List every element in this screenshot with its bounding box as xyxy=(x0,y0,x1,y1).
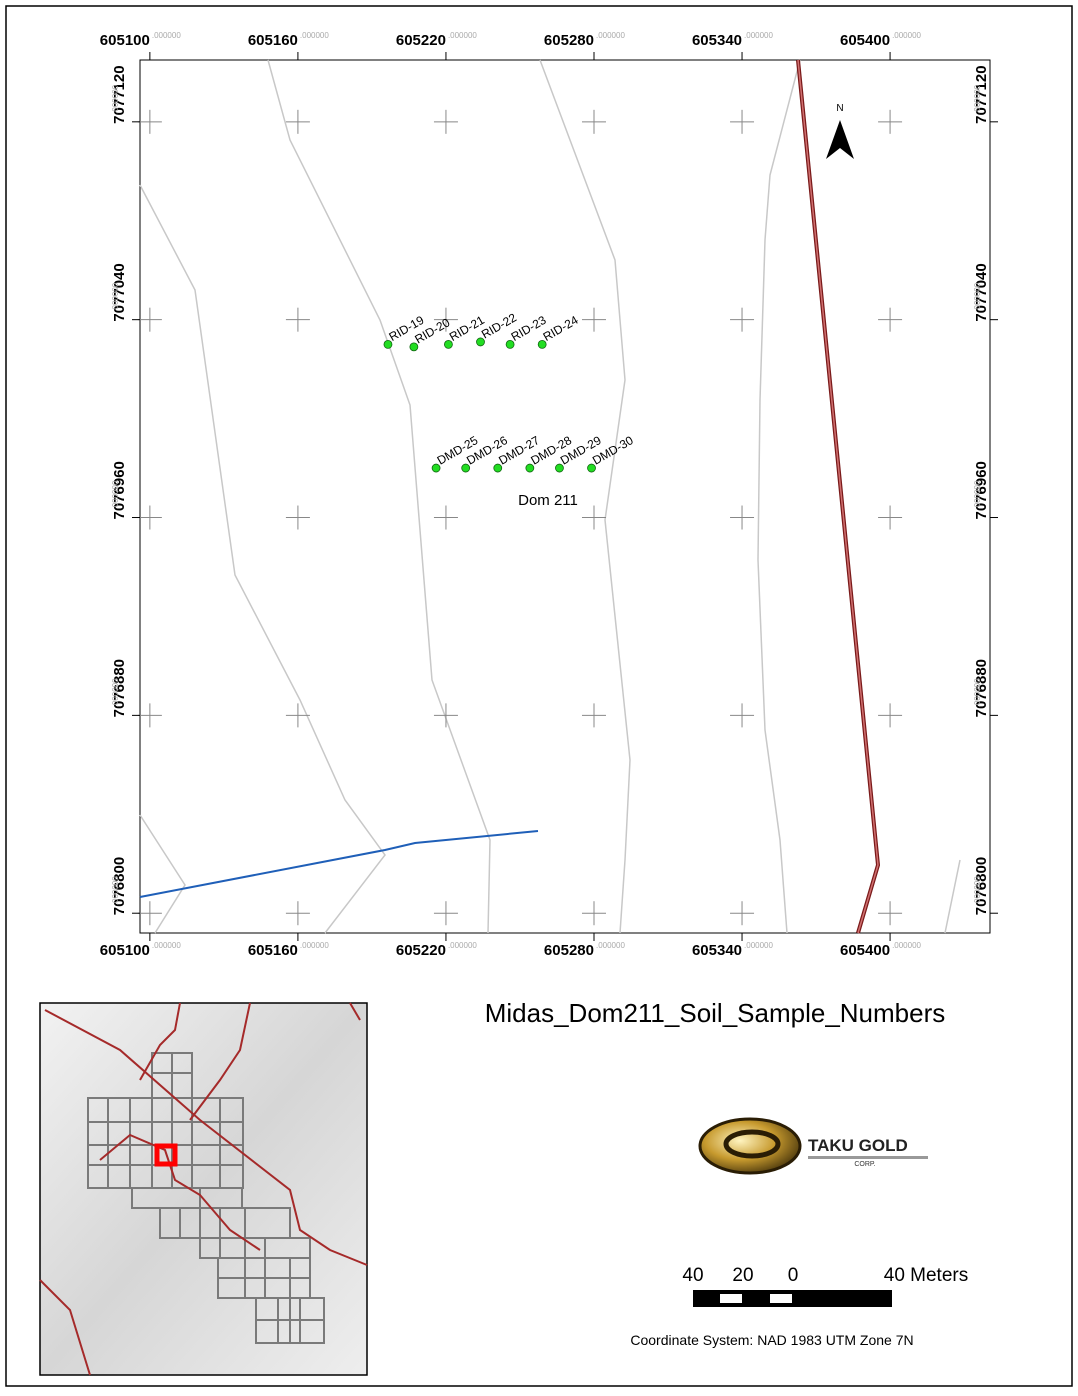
x-tick-suffix: .000000 xyxy=(300,941,329,950)
y-tick-suffix: .000000 xyxy=(973,678,982,707)
sample-point xyxy=(462,464,470,472)
logo-sub: CORP. xyxy=(854,1161,875,1168)
sample-point xyxy=(588,464,596,472)
y-tick-suffix: .000000 xyxy=(111,84,120,113)
map-layout: 605100.000000605100.000000605160.0000006… xyxy=(0,0,1078,1391)
x-tick-label: 605220 xyxy=(396,942,446,959)
scale-label: 40 xyxy=(682,1265,703,1286)
x-tick-label: 605160 xyxy=(248,32,298,49)
scale-label: 0 xyxy=(788,1265,799,1286)
x-tick-suffix: .000000 xyxy=(596,31,625,40)
y-tick-suffix: .000000 xyxy=(973,480,982,509)
area-label: Dom 211 xyxy=(518,492,578,509)
x-tick-suffix: .000000 xyxy=(892,941,921,950)
sample-point xyxy=(494,464,502,472)
inset-map xyxy=(40,1003,367,1375)
scale-bar-segment xyxy=(770,1294,792,1303)
x-tick-label: 605280 xyxy=(544,942,594,959)
y-tick-suffix: .000000 xyxy=(973,84,982,113)
x-tick-suffix: .000000 xyxy=(300,31,329,40)
scale-bar-segment xyxy=(720,1294,742,1303)
x-tick-suffix: .000000 xyxy=(152,941,181,950)
sample-point xyxy=(432,464,440,472)
x-tick-suffix: .000000 xyxy=(448,941,477,950)
coordinate-system: Coordinate System: NAD 1983 UTM Zone 7N xyxy=(630,1332,913,1348)
y-tick-suffix: .000000 xyxy=(111,282,120,311)
x-tick-label: 605340 xyxy=(692,32,742,49)
sample-point xyxy=(444,340,452,348)
logo: TAKU GOLD CORP. xyxy=(700,1119,928,1173)
sample-point xyxy=(538,340,546,348)
x-tick-label: 605100 xyxy=(100,942,150,959)
north-label: N xyxy=(836,103,843,114)
scale-label: 40 Meters xyxy=(884,1265,968,1286)
x-tick-suffix: .000000 xyxy=(744,941,773,950)
map-frame: 605100.000000605100.000000605160.0000006… xyxy=(100,31,998,959)
y-tick-suffix: .000000 xyxy=(111,876,120,905)
logo-emblem xyxy=(700,1119,800,1173)
x-tick-suffix: .000000 xyxy=(152,31,181,40)
x-tick-suffix: .000000 xyxy=(744,31,773,40)
x-tick-label: 605400 xyxy=(840,32,890,49)
x-tick-label: 605220 xyxy=(396,32,446,49)
x-tick-label: 605400 xyxy=(840,942,890,959)
x-tick-label: 605340 xyxy=(692,942,742,959)
x-tick-suffix: .000000 xyxy=(448,31,477,40)
sample-point xyxy=(555,464,563,472)
sample-point xyxy=(410,343,418,351)
sample-point xyxy=(506,340,514,348)
x-tick-label: 605160 xyxy=(248,942,298,959)
scale-bar: 40 20 0 40 Meters xyxy=(682,1265,968,1307)
scale-label: 20 xyxy=(732,1265,753,1286)
x-tick-label: 605100 xyxy=(100,32,150,49)
y-tick-suffix: .000000 xyxy=(973,876,982,905)
sample-point xyxy=(526,464,534,472)
y-tick-suffix: .000000 xyxy=(111,480,120,509)
logo-name: TAKU GOLD xyxy=(808,1136,908,1155)
x-tick-suffix: .000000 xyxy=(892,31,921,40)
y-tick-suffix: .000000 xyxy=(973,282,982,311)
y-tick-suffix: .000000 xyxy=(111,678,120,707)
sample-point xyxy=(384,340,392,348)
logo-rule xyxy=(808,1156,928,1159)
sample-point xyxy=(476,338,484,346)
x-tick-suffix: .000000 xyxy=(596,941,625,950)
map-title: Midas_Dom211_Soil_Sample_Numbers xyxy=(485,998,946,1028)
x-tick-label: 605280 xyxy=(544,32,594,49)
